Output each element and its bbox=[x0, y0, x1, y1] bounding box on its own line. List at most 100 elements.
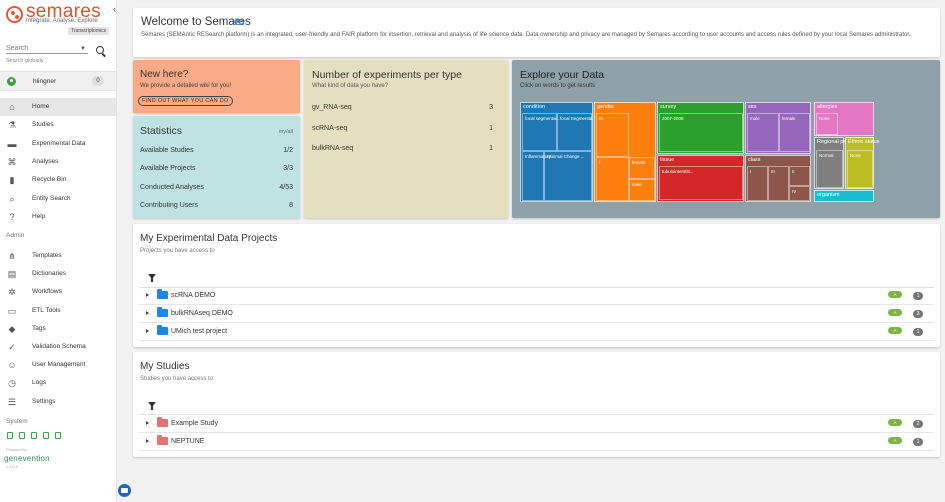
expand-arrow-icon[interactable] bbox=[146, 293, 149, 297]
treemap-cell[interactable]: tubulointerstiti... bbox=[659, 166, 743, 200]
list-item-label[interactable]: bulkRNAseq DEMO bbox=[171, 310, 233, 317]
treemap-sex[interactable]: sex male female bbox=[745, 102, 811, 154]
system-status-icon[interactable] bbox=[19, 432, 25, 439]
treemap-label[interactable]: Regional panel bbox=[817, 139, 854, 145]
sidebar-item-experimental-data[interactable]: ▬ Experimental Data bbox=[0, 135, 116, 153]
find-out-button[interactable]: FIND OUT WHAT YOU CAN DO bbox=[138, 96, 233, 106]
list-item-label[interactable]: scRNA DEMO bbox=[171, 292, 216, 299]
treemap-cell[interactable]: focal segmental... bbox=[522, 113, 560, 151]
notification-count[interactable]: 0 bbox=[92, 76, 104, 86]
sidebar-item-etl-tools[interactable]: ▭ ETL Tools bbox=[0, 302, 116, 320]
sidebar-item-user-management[interactable]: ☺ User Management bbox=[0, 356, 116, 374]
treemap-label[interactable]: Ethnic status bbox=[848, 139, 880, 145]
user-account[interactable]: hlingner 0 bbox=[0, 71, 116, 91]
treemap-yellow[interactable]: Ethnic status None bbox=[845, 137, 880, 189]
analyses-icon: ⌘ bbox=[7, 156, 17, 167]
filter-icon[interactable] bbox=[148, 402, 156, 410]
treemap-cell[interactable]: II bbox=[789, 166, 810, 186]
list-item[interactable]: UMich test project A 1 bbox=[139, 323, 934, 341]
treemap-cell[interactable]: female bbox=[629, 157, 655, 179]
treemap-label[interactable]: sex bbox=[748, 104, 757, 110]
treemap-label[interactable]: class bbox=[748, 157, 761, 163]
experiment-type-label[interactable]: bulkRNA-seq bbox=[312, 145, 354, 152]
eye-icon[interactable] bbox=[234, 19, 244, 25]
sidebar-item-tags[interactable]: ◆ Tags bbox=[0, 320, 116, 338]
list-item-label[interactable]: NEPTUNE bbox=[171, 438, 205, 445]
item-count-badge: 3 bbox=[913, 310, 923, 318]
chat-icon[interactable] bbox=[118, 484, 131, 497]
project-badge[interactable]: Transcriptomics bbox=[68, 27, 110, 35]
treemap-cell[interactable]: None bbox=[816, 113, 838, 135]
list-item[interactable]: bulkRNAseq DEMO A 3 bbox=[139, 305, 934, 323]
sidebar-item-templates[interactable]: ⋔ Templates bbox=[0, 247, 116, 265]
sidebar-item-entity-search[interactable]: ⌕ Entity Search bbox=[0, 190, 116, 208]
search-scope-dropdown-icon[interactable]: ▼ bbox=[80, 46, 86, 52]
expand-arrow-icon[interactable] bbox=[146, 439, 149, 443]
list-item-label[interactable]: Example Study bbox=[171, 420, 219, 427]
treemap-cell[interactable]: Minimal Change ... bbox=[544, 151, 592, 201]
treemap-label[interactable]: condition bbox=[523, 104, 546, 110]
sidebar-item-dictionaries[interactable]: ▤ Dictionaries bbox=[0, 265, 116, 283]
treemap-gender[interactable]: gender m f female male bbox=[594, 102, 656, 202]
treemap-cell[interactable]: III bbox=[768, 166, 789, 201]
system-status-icon[interactable] bbox=[31, 432, 37, 439]
treemap-organism[interactable]: organism bbox=[814, 190, 874, 202]
experiment-type-label[interactable]: gv_RNA-seq bbox=[312, 104, 352, 111]
filter-icon[interactable] bbox=[148, 274, 156, 282]
treemap-label[interactable]: allergies bbox=[817, 104, 838, 110]
treemap-cell-label: focal Segmental... bbox=[560, 116, 597, 121]
treemap-cell[interactable]: Inflammatory... bbox=[522, 151, 554, 201]
experiment-types-title: Number of experiments per type bbox=[312, 69, 462, 81]
treemap-cell[interactable]: m bbox=[596, 113, 629, 157]
treemap-cell[interactable]: I bbox=[747, 166, 768, 201]
sidebar-item-analyses[interactable]: ⌘ Analyses bbox=[0, 153, 116, 171]
list-item-label[interactable]: UMich test project bbox=[171, 328, 228, 335]
sidebar-item-logs[interactable]: ◷ Logs bbox=[0, 374, 116, 392]
list-item[interactable]: Example Study A 2 bbox=[139, 415, 934, 433]
projects-title: My Experimental Data Projects bbox=[140, 233, 278, 244]
treemap-cell-label: None bbox=[850, 153, 861, 158]
statistic-value: 8 bbox=[289, 201, 293, 209]
sidebar-item-recycle-bin[interactable]: ▮ Recycle Bin bbox=[0, 171, 116, 189]
experiment-type-label[interactable]: scRNA-seq bbox=[312, 124, 348, 132]
treemap-cell[interactable]: Normal bbox=[816, 150, 843, 188]
treemap-cell[interactable]: 2007-2008 bbox=[659, 113, 743, 152]
sidebar-item-home[interactable]: ⌂ Home bbox=[0, 98, 116, 116]
treemap-class[interactable]: class I III II IV bbox=[745, 155, 811, 202]
collapse-sidebar-icon[interactable]: ‹ bbox=[113, 4, 116, 14]
treemap-cell[interactable]: IV bbox=[789, 186, 810, 201]
list-item[interactable]: scRNA DEMO A 1 bbox=[139, 287, 934, 305]
treemap-label[interactable]: gender bbox=[597, 104, 615, 110]
treemap-survey[interactable]: survey 2007-2008 bbox=[657, 102, 744, 154]
search-input[interactable] bbox=[6, 44, 88, 54]
expand-arrow-icon[interactable] bbox=[146, 311, 149, 315]
treemap-cell[interactable]: male bbox=[629, 179, 655, 201]
sidebar-item-settings[interactable]: ☰ Settings bbox=[0, 393, 116, 411]
treemap-regional[interactable]: Regional panel Normal bbox=[814, 137, 854, 189]
statistics-scope: my/all bbox=[278, 129, 293, 135]
system-status-icon[interactable] bbox=[55, 432, 61, 439]
expand-arrow-icon[interactable] bbox=[146, 329, 149, 333]
sidebar-item-studies[interactable]: ⚗ Studies bbox=[0, 116, 116, 134]
sidebar-item-help[interactable]: ? Help bbox=[0, 208, 116, 226]
treemap-label[interactable]: tissue bbox=[660, 157, 675, 163]
search-icon[interactable] bbox=[96, 46, 104, 54]
treemap-allergies[interactable]: allergies None bbox=[814, 102, 874, 136]
treemap-cell[interactable]: f bbox=[596, 157, 629, 201]
sidebar-item-label: Settings bbox=[32, 397, 56, 405]
treemap-cell[interactable]: female bbox=[779, 113, 810, 152]
treemap-cell[interactable]: male bbox=[747, 113, 779, 152]
expand-arrow-icon[interactable] bbox=[146, 421, 149, 425]
treemap-tissue[interactable]: tissue tubulointerstiti... bbox=[657, 155, 744, 202]
list-item[interactable]: NEPTUNE A 1 bbox=[139, 433, 934, 451]
treemap-label[interactable]: organism bbox=[817, 192, 840, 198]
sidebar-item-workflows[interactable]: ✲ Workflows bbox=[0, 283, 116, 301]
system-status-icon[interactable] bbox=[43, 432, 49, 439]
system-status-icon[interactable] bbox=[7, 432, 13, 439]
treemap-cell[interactable]: focal Segmental... bbox=[557, 113, 596, 151]
treemap-label[interactable]: survey bbox=[660, 104, 677, 110]
treemap-cell[interactable]: None bbox=[847, 150, 873, 188]
statistic-value: 4/53 bbox=[279, 183, 293, 191]
treemap-condition[interactable]: condition focal segmental... focal Segment… bbox=[520, 102, 596, 202]
sidebar-item-validation-schema[interactable]: ✓ Validation Schema bbox=[0, 338, 116, 356]
